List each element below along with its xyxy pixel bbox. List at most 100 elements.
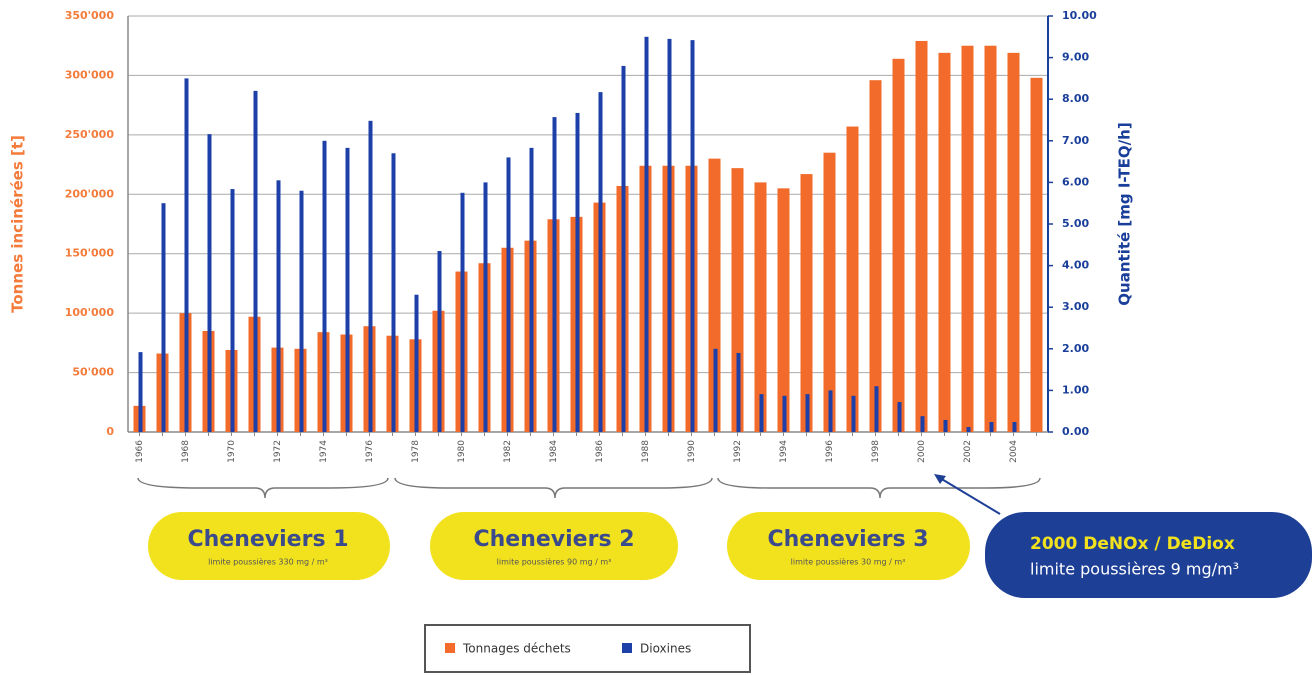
x-tick-label: 1996 — [825, 440, 835, 463]
y2-tick-label: 0.00 — [1062, 425, 1089, 438]
legend-swatch — [622, 643, 632, 653]
annotation-title: Cheneviers 3 — [767, 527, 928, 552]
annotation-subtitle: limite poussières 30 mg / m³ — [791, 557, 906, 567]
bar — [345, 147, 350, 432]
x-tick-label: 2002 — [963, 440, 973, 463]
x-tick-label: 1970 — [227, 440, 237, 463]
bar — [322, 140, 327, 433]
bar — [984, 45, 997, 432]
bar — [869, 80, 882, 432]
bar — [754, 182, 767, 432]
bar — [253, 90, 258, 432]
bar — [690, 40, 695, 433]
bar — [161, 203, 166, 432]
bar — [874, 386, 879, 432]
y2-tick-label: 10.00 — [1062, 9, 1097, 22]
bar — [276, 180, 281, 432]
x-tick-label: 1984 — [549, 440, 559, 463]
annotation-subtitle: limite poussières 9 mg/m³ — [1030, 560, 1239, 579]
y-tick-label: 300'000 — [65, 68, 115, 81]
bar — [938, 52, 951, 433]
bar — [961, 45, 974, 432]
bar — [1030, 77, 1043, 432]
annotation-subtitle: limite poussières 330 mg / m³ — [208, 557, 328, 567]
bar — [299, 190, 304, 432]
bar — [897, 402, 902, 432]
y-tick-label: 150'000 — [65, 247, 115, 260]
x-tick-label: 1976 — [365, 440, 375, 463]
y2-tick-label: 1.00 — [1062, 383, 1089, 396]
braces — [137, 477, 1041, 499]
bar — [621, 65, 626, 433]
y2-axis-label: Quantité [mg I-TEQ/h] — [1116, 122, 1134, 305]
annotation-box — [985, 512, 1312, 598]
annotation-pill — [727, 512, 970, 580]
annotation-pill — [148, 512, 390, 580]
bar — [943, 419, 948, 432]
legend — [424, 624, 751, 673]
bar — [989, 422, 994, 432]
bar — [644, 36, 649, 433]
y2-tick-label: 2.00 — [1062, 342, 1089, 355]
bar — [920, 416, 925, 432]
x-tick-label: 1968 — [181, 440, 191, 463]
bar — [437, 251, 442, 432]
bar — [506, 157, 511, 432]
bar — [828, 390, 833, 432]
arrow-head — [934, 474, 946, 484]
bar — [805, 394, 810, 432]
annotation-pill — [430, 512, 678, 580]
x-tick-label: 1978 — [411, 440, 421, 463]
x-tick-label: 2004 — [1009, 440, 1019, 463]
y-tick-label: 0 — [106, 425, 114, 438]
y2-tick-label: 8.00 — [1062, 92, 1089, 105]
bar — [851, 395, 856, 432]
legend-label: Tonnages déchets — [462, 642, 571, 656]
bar — [483, 182, 488, 432]
x-tick-label: 1974 — [319, 440, 329, 463]
x-tick-label: 1992 — [733, 440, 743, 463]
annotation-subtitle: limite poussières 90 mg / m³ — [497, 557, 612, 567]
y-tick-label: 100'000 — [65, 306, 115, 319]
x-tick-label: 1986 — [595, 440, 605, 463]
y2-tick-label: 9.00 — [1062, 51, 1089, 64]
bar — [782, 395, 787, 432]
annotation-arrow — [939, 477, 1001, 515]
bar — [230, 189, 235, 432]
bar — [966, 427, 971, 432]
bar — [1012, 422, 1017, 432]
bar — [552, 117, 557, 432]
annotation-title: Cheneviers 1 — [187, 527, 348, 552]
bar — [736, 352, 741, 432]
y-tick-label: 200'000 — [65, 187, 115, 200]
y-axis-label: Tonnes incinérées [t] — [9, 135, 27, 313]
y2-tick-label: 7.00 — [1062, 134, 1089, 147]
bar — [368, 120, 373, 432]
bar — [846, 126, 859, 432]
bar — [529, 147, 534, 432]
annotation-title: Cheneviers 2 — [473, 527, 634, 552]
bar — [598, 92, 603, 433]
x-tick-label: 1966 — [135, 440, 145, 463]
x-tick-label: 1990 — [687, 440, 697, 463]
bar — [207, 134, 212, 433]
y2-tick-label: 4.00 — [1062, 259, 1089, 272]
bar — [138, 352, 143, 432]
bar — [414, 294, 419, 432]
bar — [184, 78, 189, 433]
bar — [460, 192, 465, 432]
bar — [667, 38, 672, 432]
bar — [713, 348, 718, 432]
bar — [777, 188, 790, 432]
y-tick-label: 250'000 — [65, 128, 115, 141]
x-tick-label: 1988 — [641, 440, 651, 463]
bar — [915, 40, 928, 433]
x-tick-label: 1982 — [503, 440, 513, 463]
legend-swatch — [445, 643, 455, 653]
y-tick-label: 350'000 — [65, 9, 115, 22]
legend-label: Dioxines — [640, 642, 691, 656]
bar — [1007, 52, 1020, 433]
x-tick-label: 2000 — [917, 440, 927, 463]
y2-tick-label: 6.00 — [1062, 175, 1089, 188]
